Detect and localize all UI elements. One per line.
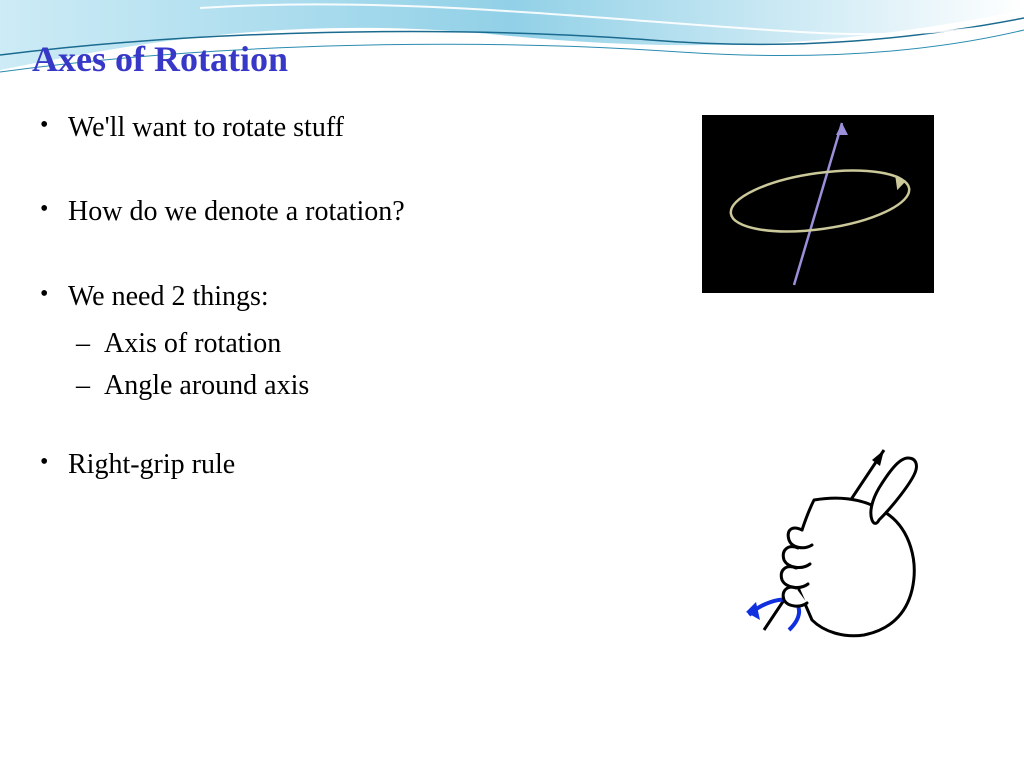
bullet-item: Right-grip rule: [40, 447, 540, 483]
slide-title: Axes of Rotation: [32, 38, 288, 80]
sub-bullet-item: Axis of rotation: [68, 323, 540, 365]
bullet-list: We'll want to rotate stuff How do we den…: [40, 110, 540, 484]
sub-bullet-list: Axis of rotation Angle around axis: [68, 323, 540, 407]
bullet-item: How do we denote a rotation?: [40, 194, 540, 230]
axis-rotation-figure: [702, 115, 934, 293]
sub-bullet-item: Angle around axis: [68, 365, 540, 407]
bullet-text: We need 2 things:: [68, 281, 269, 312]
right-hand-rule-figure: [694, 430, 964, 650]
bullet-item: We'll want to rotate stuff: [40, 110, 540, 146]
slide-body: We'll want to rotate stuff How do we den…: [40, 110, 540, 532]
bullet-item: We need 2 things: Axis of rotation Angle…: [40, 279, 540, 407]
